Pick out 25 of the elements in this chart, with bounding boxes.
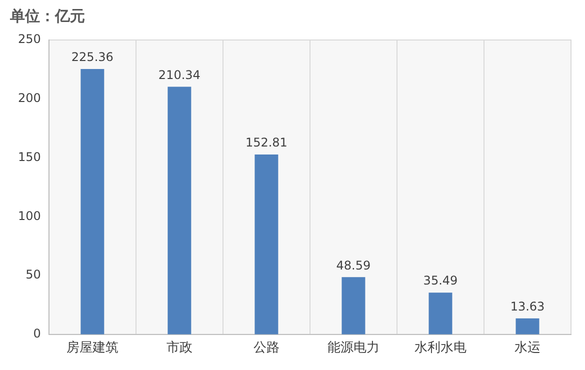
x-tick-label: 市政 [166,340,192,356]
y-tick-label: 50 [26,268,41,282]
bar [342,277,366,334]
bar [254,154,278,334]
x-tick-label: 能源电力 [327,340,380,356]
x-tick-label: 公路 [253,340,280,356]
chart-title: 单位：亿元 [9,6,85,25]
bar [516,318,540,334]
y-tick-label: 100 [18,208,41,223]
y-tick-label: 200 [18,91,41,106]
data-label: 210.34 [158,68,200,82]
data-label: 152.81 [245,136,288,150]
y-tick-label: 0 [33,326,41,341]
data-label: 13.63 [510,299,545,314]
y-tick-label: 150 [18,150,41,164]
data-label: 48.59 [336,258,371,272]
x-tick-label: 水运 [514,340,540,356]
data-label: 35.49 [423,274,458,288]
bar [80,69,104,334]
bar [168,86,192,334]
bar [428,292,452,334]
y-tick-label: 250 [18,32,41,46]
data-label: 225.36 [71,50,114,64]
x-tick-label: 房屋建筑 [66,340,118,356]
x-tick-label: 水利水电 [414,340,466,356]
